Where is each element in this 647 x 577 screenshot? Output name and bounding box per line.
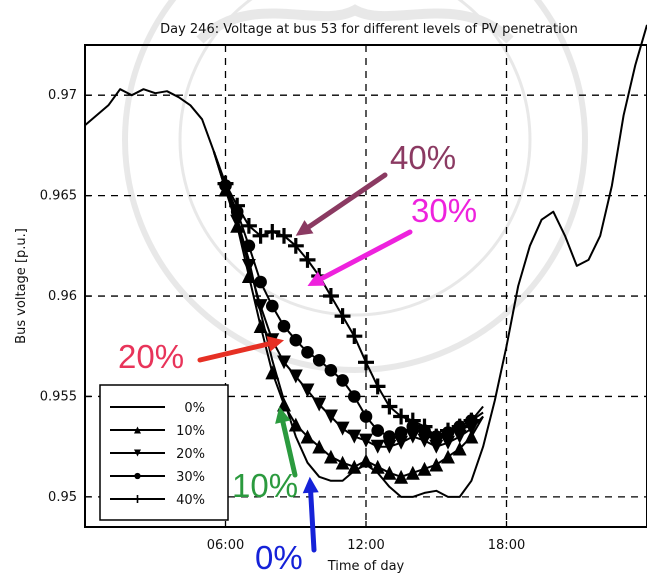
annotation-arrow-head-4 — [302, 476, 319, 494]
x-tick-label: 06:00 — [207, 538, 244, 553]
annotation-arrow-shaft-3 — [280, 419, 298, 478]
annotation-arrow-shaft-4 — [308, 490, 317, 553]
x-tick-label: 18:00 — [488, 538, 525, 553]
y-tick-label: 0.95 — [48, 490, 77, 505]
plot-frame — [84, 44, 647, 528]
legend: 0% 10% 20% 30% 40% — [99, 384, 229, 521]
series-line-4 — [212, 151, 484, 445]
annotation-10: 10% — [232, 467, 299, 504]
legend-label-3: 30% — [176, 470, 205, 485]
annotation-arrow-shaft-1 — [319, 229, 413, 282]
annotation-0: 0% — [255, 539, 303, 576]
annotation-30: 30% — [411, 192, 478, 229]
annotation-arrows — [197, 172, 413, 553]
annotation-arrow-head-0 — [295, 220, 314, 236]
x-tick-label: 12:00 — [347, 538, 384, 553]
watermark-seal — [122, 0, 588, 373]
annotation-arrow-head-3 — [275, 406, 291, 424]
legend-items: 0% 10% 20% 30% 40% — [110, 401, 205, 508]
legend-label-1: 10% — [176, 424, 205, 439]
y-tick-label: 0.955 — [40, 389, 77, 404]
annotation-arrow-head-2 — [266, 336, 285, 352]
legend-label-0: 0% — [184, 401, 205, 416]
chart-title: Day 246: Voltage at bus 53 for different… — [160, 22, 578, 37]
annotation-20: 20% — [118, 338, 185, 375]
y-tick-label: 0.96 — [48, 289, 77, 304]
y-tick-label: 0.97 — [48, 88, 77, 103]
axes: 06:00 12:00 18:00 0.95 0.955 0.96 0.965 0.97 — [40, 88, 525, 553]
x-axis-label: Time of day — [327, 559, 405, 574]
series-lines — [84, 24, 647, 498]
legend-label-2: 20% — [176, 447, 205, 462]
y-tick-label: 0.965 — [40, 189, 77, 204]
y-axis-label: Bus voltage [p.u.] — [14, 228, 29, 344]
annotation-40: 40% — [390, 139, 457, 176]
annotation-arrow-shaft-0 — [306, 172, 388, 230]
legend-label-4: 40% — [176, 493, 205, 508]
annotation-arrow-head-1 — [307, 271, 326, 286]
annotation-arrow-shaft-2 — [197, 341, 271, 363]
